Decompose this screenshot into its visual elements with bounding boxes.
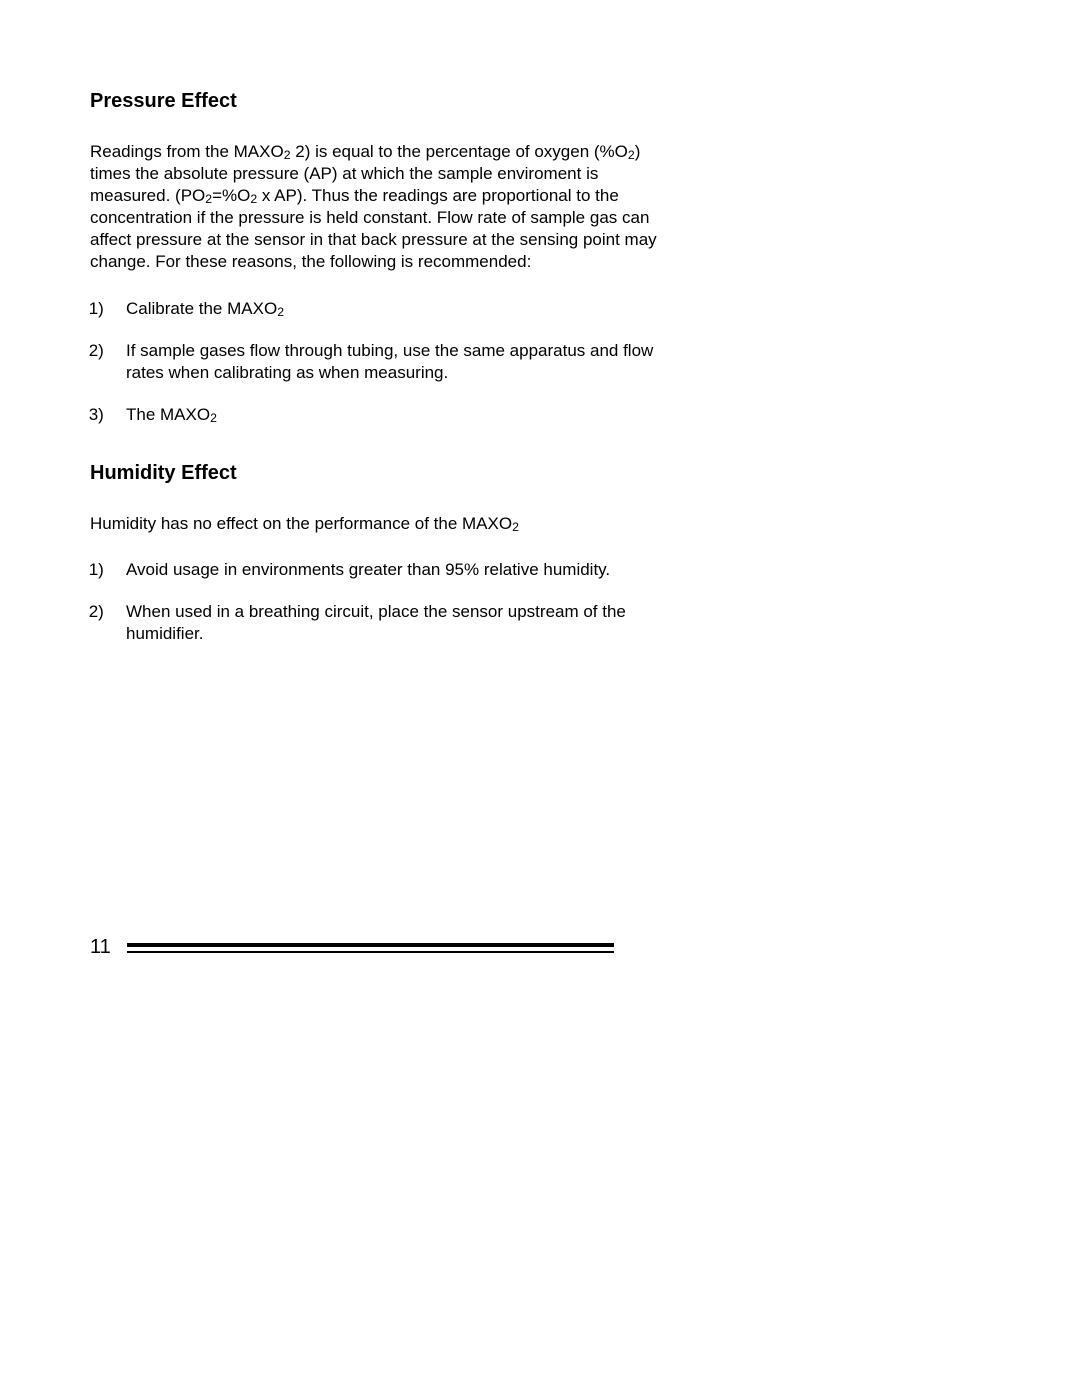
list-humidity-recommendations: Avoid usage in environments greater than… [90, 559, 680, 645]
page-footer: 11 [90, 936, 614, 959]
list-item: If sample gases flow through tubing, use… [118, 340, 680, 384]
paragraph-humidity: Humidity has no effect on the performanc… [90, 513, 680, 535]
page-number: 11 [90, 936, 111, 959]
list-item: Calibrate the MAXO2 [118, 298, 680, 320]
list-item: When used in a breathing circuit, place … [118, 601, 680, 645]
heading-humidity-effect: Humidity Effect [90, 462, 680, 485]
footer-rule [127, 943, 614, 953]
heading-pressure-effect: Pressure Effect [90, 90, 680, 113]
list-item: The MAXO2 [118, 404, 680, 426]
content-column: Pressure Effect Readings from the MAXO2 … [90, 90, 680, 645]
list-item: Avoid usage in environments greater than… [118, 559, 680, 581]
page: Pressure Effect Readings from the MAXO2 … [0, 0, 1080, 1397]
paragraph-pressure: Readings from the MAXO2 2) is equal to t… [90, 141, 680, 274]
list-pressure-recommendations: Calibrate the MAXO2 If sample gases flow… [90, 298, 680, 426]
